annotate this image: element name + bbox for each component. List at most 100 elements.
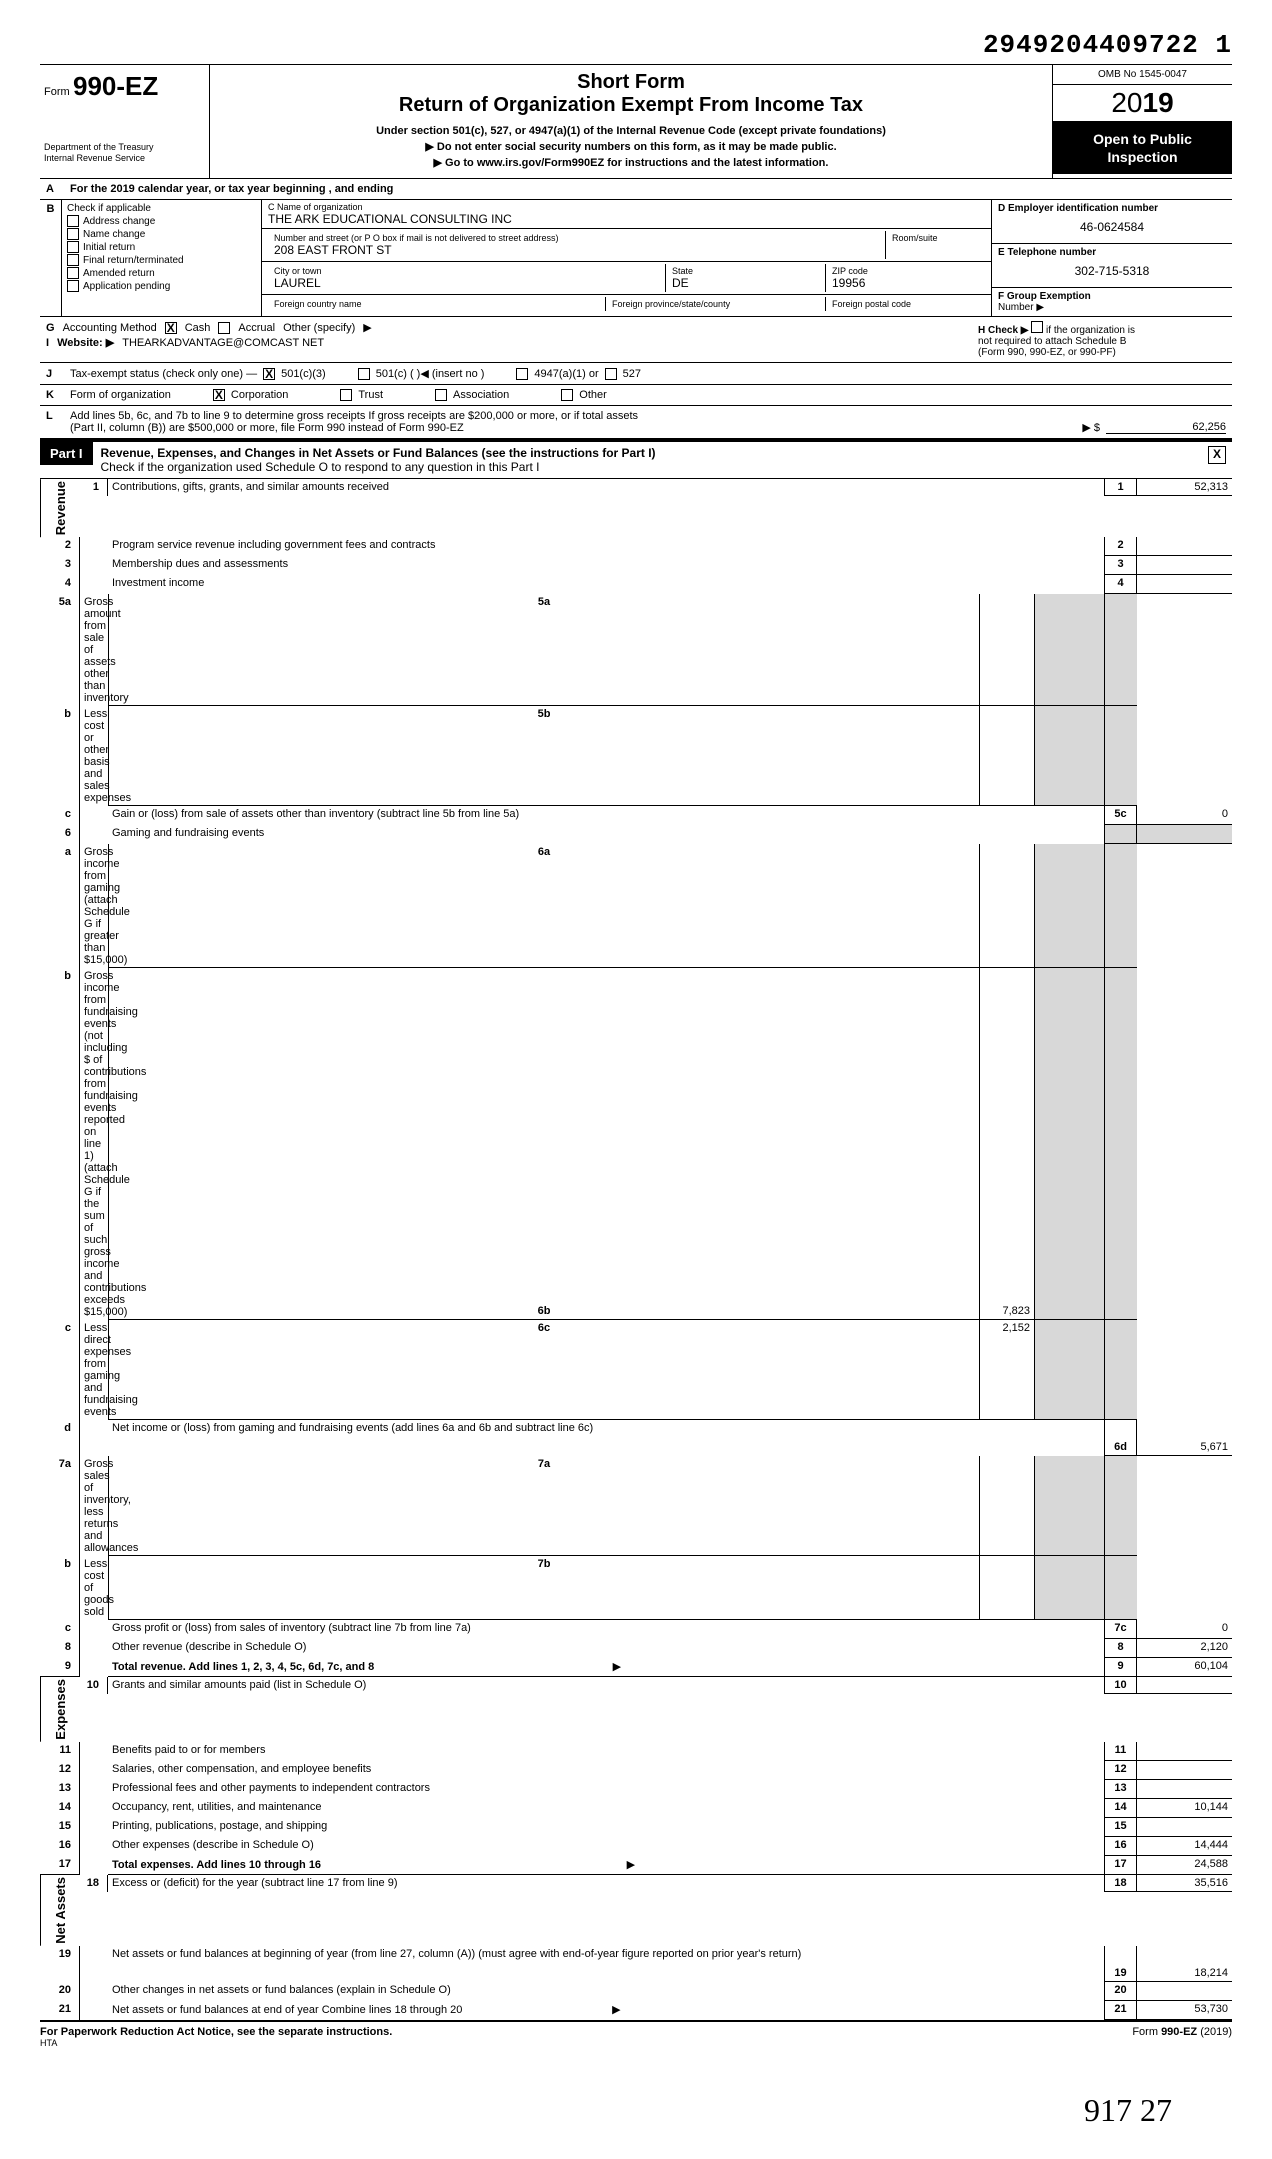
cb-initial-return[interactable]: Initial return bbox=[67, 241, 256, 253]
cb-corporation[interactable] bbox=[213, 389, 225, 401]
h-label: H Check ▶ bbox=[978, 325, 1028, 336]
form-prefix: Form bbox=[44, 86, 70, 98]
name-label: C Name of organization bbox=[268, 202, 985, 212]
line-14: 14Occupancy, rent, utilities, and mainte… bbox=[40, 1799, 1232, 1818]
l-amount-prefix: ▶ $ bbox=[1082, 421, 1100, 434]
form-header: Form 990-EZ Department of the Treasury I… bbox=[40, 64, 1232, 179]
side-expenses: Expenses bbox=[40, 1677, 80, 1742]
line-16: 16Other expenses (describe in Schedule O… bbox=[40, 1837, 1232, 1856]
open-to-public: Open to Public Inspection bbox=[1053, 122, 1232, 174]
section-c: C Name of organization THE ARK EDUCATION… bbox=[262, 200, 992, 316]
street-label: Number and street (or P O box if mail is… bbox=[274, 233, 879, 243]
open-public-2: Inspection bbox=[1057, 148, 1228, 166]
cb-trust[interactable] bbox=[340, 389, 352, 401]
part1-check-line: Check if the organization used Schedule … bbox=[101, 460, 1194, 474]
footer: For Paperwork Reduction Act Notice, see … bbox=[40, 2022, 1232, 2052]
subtitle-2: Do not enter social security numbers on … bbox=[220, 140, 1042, 153]
cb-cash[interactable] bbox=[165, 322, 177, 334]
website-value: THEARKADVANTAGE@COMCAST NET bbox=[122, 337, 324, 349]
line-7c: cGross profit or (loss) from sales of in… bbox=[40, 1620, 1232, 1639]
h-text3: (Form 990, 990-EZ, or 990-PF) bbox=[978, 347, 1226, 358]
cb-schedule-b[interactable] bbox=[1031, 321, 1043, 333]
phone-value: 302-715-5318 bbox=[998, 258, 1226, 284]
cb-name-change[interactable]: Name change bbox=[67, 228, 256, 240]
state-label: State bbox=[672, 266, 819, 276]
line-7b: bLess cost of goods sold 7b bbox=[40, 1556, 1232, 1620]
street: 208 EAST FRONT ST bbox=[274, 243, 879, 257]
i-label: Website: ▶ bbox=[57, 336, 114, 349]
line-6d: dNet income or (loss) from gaming and fu… bbox=[40, 1420, 1232, 1456]
dept-line-2: Internal Revenue Service bbox=[44, 153, 205, 164]
form-990ez-page: 2949204409722 1 Form 990-EZ Department o… bbox=[40, 30, 1232, 2129]
row-l: L Add lines 5b, 6c, and 7b to line 9 to … bbox=[40, 406, 1232, 440]
phone-label: E Telephone number bbox=[998, 247, 1226, 258]
foreign-country-label: Foreign country name bbox=[274, 299, 599, 309]
lines-table: Revenue 1 Contributions, gifts, grants, … bbox=[40, 479, 1232, 2022]
line-11: 11Benefits paid to or for members 11 bbox=[40, 1742, 1232, 1761]
ein-value: 46-0624584 bbox=[998, 214, 1226, 240]
section-b-label: Check if applicable bbox=[67, 203, 256, 214]
line-3: 3Membership dues and assessments 3 bbox=[40, 556, 1232, 575]
part1-header: Part I Revenue, Expenses, and Changes in… bbox=[40, 440, 1232, 479]
row-a-text: For the 2019 calendar year, or tax year … bbox=[70, 183, 393, 195]
section-def: D Employer identification number 46-0624… bbox=[992, 200, 1232, 316]
part1-desc: Revenue, Expenses, and Changes in Net As… bbox=[93, 442, 1202, 478]
omb-number: OMB No 1545-0047 bbox=[1053, 65, 1232, 85]
cb-4947a1[interactable] bbox=[516, 368, 528, 380]
room-label: Room/suite bbox=[892, 233, 979, 243]
line-5c: cGain or (loss) from sale of assets othe… bbox=[40, 806, 1232, 825]
cb-501c3[interactable] bbox=[263, 368, 275, 380]
title-return: Return of Organization Exempt From Incom… bbox=[220, 94, 1042, 117]
foreign-prov-label: Foreign province/state/county bbox=[612, 299, 819, 309]
zip: 19956 bbox=[832, 276, 979, 290]
cb-amended-return[interactable]: Amended return bbox=[67, 267, 256, 279]
cb-accrual[interactable] bbox=[218, 322, 230, 334]
info-grid: B Check if applicable Address change Nam… bbox=[40, 200, 1232, 317]
l-letter: L bbox=[46, 410, 64, 422]
line-15: 15Printing, publications, postage, and s… bbox=[40, 1818, 1232, 1837]
line-20: 20Other changes in net assets or fund ba… bbox=[40, 1982, 1232, 2001]
group-exempt-label: F Group Exemption bbox=[998, 291, 1226, 302]
row-a-letter: A bbox=[46, 183, 64, 195]
line-5b: bLess cost or other basis and sales expe… bbox=[40, 706, 1232, 806]
line-2: 2Program service revenue including gover… bbox=[40, 537, 1232, 556]
part1-checkbox[interactable]: X bbox=[1208, 446, 1226, 464]
cb-501c[interactable] bbox=[358, 368, 370, 380]
org-name: THE ARK EDUCATIONAL CONSULTING INC bbox=[268, 212, 985, 226]
cb-final-return[interactable]: Final return/terminated bbox=[67, 254, 256, 266]
line-12: 12Salaries, other compensation, and empl… bbox=[40, 1761, 1232, 1780]
header-left: Form 990-EZ Department of the Treasury I… bbox=[40, 65, 210, 178]
cb-other-org[interactable] bbox=[561, 389, 573, 401]
h-text2: not required to attach Schedule B bbox=[978, 336, 1226, 347]
line-6c: cLess direct expenses from gaming and fu… bbox=[40, 1320, 1232, 1420]
dept-block: Department of the Treasury Internal Reve… bbox=[44, 142, 205, 164]
subtitle-3: Go to www.irs.gov/Form990EZ for instruct… bbox=[220, 156, 1042, 169]
footer-right: Form 990-EZ (2019) bbox=[1132, 2026, 1232, 2048]
city: LAUREL bbox=[274, 276, 659, 290]
signature-area: 917 27 bbox=[40, 2092, 1232, 2129]
header-mid: Short Form Return of Organization Exempt… bbox=[210, 65, 1052, 178]
cb-application-pending[interactable]: Application pending bbox=[67, 280, 256, 292]
k-letter: K bbox=[46, 389, 64, 401]
line-5a: 5aGross amount from sale of assets other… bbox=[40, 594, 1232, 706]
row-a: A For the 2019 calendar year, or tax yea… bbox=[40, 179, 1232, 200]
line-13: 13Professional fees and other payments t… bbox=[40, 1780, 1232, 1799]
l-text1: Add lines 5b, 6c, and 7b to line 9 to de… bbox=[70, 410, 1076, 422]
open-public-1: Open to Public bbox=[1057, 130, 1228, 148]
row-k: K Form of organization Corporation Trust… bbox=[40, 385, 1232, 406]
tracking-number: 2949204409722 1 bbox=[40, 30, 1232, 60]
l-amount: 62,256 bbox=[1106, 421, 1226, 434]
line-10: Expenses 10Grants and similar amounts pa… bbox=[40, 1677, 1232, 1742]
j-letter: J bbox=[46, 368, 64, 380]
side-revenue: Revenue bbox=[40, 479, 80, 537]
line-1: Revenue 1 Contributions, gifts, grants, … bbox=[40, 479, 1232, 537]
cb-527[interactable] bbox=[605, 368, 617, 380]
l-text2: (Part II, column (B)) are $500,000 or mo… bbox=[70, 422, 1076, 434]
section-b: Check if applicable Address change Name … bbox=[62, 200, 262, 316]
ein-label: D Employer identification number bbox=[998, 203, 1226, 214]
cb-association[interactable] bbox=[435, 389, 447, 401]
foreign-postal-label: Foreign postal code bbox=[832, 299, 979, 309]
j-label: Tax-exempt status (check only one) — bbox=[70, 368, 257, 380]
cb-address-change[interactable]: Address change bbox=[67, 215, 256, 227]
row-g-h: G Accounting Method Cash Accrual Other (… bbox=[40, 317, 1232, 363]
